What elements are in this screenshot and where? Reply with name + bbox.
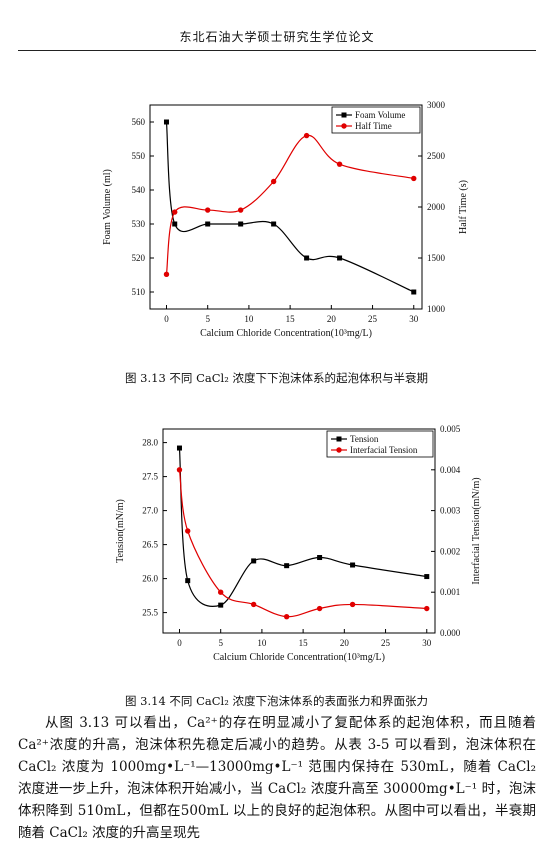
- legend-marker: [341, 123, 347, 129]
- body-paragraph: 从图 3.13 可以看出，Ca²⁺的存在明显减小了复配体系的起泡体积，而且随着 …: [18, 712, 536, 844]
- y-right-tick-label: 2000: [427, 202, 446, 212]
- data-point: [172, 221, 178, 227]
- data-point: [251, 558, 257, 564]
- data-point: [185, 578, 191, 584]
- x-tick-label: 10: [244, 314, 254, 324]
- y-right-tick-label: 3000: [427, 100, 446, 110]
- x-tick-label: 20: [340, 638, 350, 648]
- data-point: [283, 613, 290, 620]
- y-right-tick-label: 0.000: [440, 628, 461, 638]
- y-right-tick-label: 1500: [427, 253, 446, 263]
- legend-label: Foam Volume: [355, 110, 405, 120]
- data-point: [424, 574, 430, 580]
- x-tick-label: 15: [299, 638, 309, 648]
- page-header: 东北石油大学硕士研究生学位论文: [179, 30, 375, 44]
- data-point: [337, 255, 343, 261]
- data-point: [237, 207, 244, 213]
- y-left-tick-label: 27.0: [142, 506, 158, 516]
- y-left-axis-label: Foam Volume (ml): [102, 169, 113, 245]
- y-left-tick-label: 26.5: [142, 540, 158, 550]
- y-right-tick-label: 0.004: [440, 465, 461, 475]
- y-left-tick-label: 510: [132, 287, 146, 297]
- y-right-tick-label: 0.003: [440, 506, 461, 516]
- y-right-tick-label: 0.001: [440, 587, 460, 597]
- y-left-axis-label: Tension(mN/m): [115, 499, 126, 563]
- header-rule: [18, 50, 536, 51]
- y-left-tick-label: 560: [132, 117, 146, 127]
- legend-box: [331, 106, 421, 134]
- figure-caption-3-13: 图 3.13 不同 CaCl₂ 浓度下下泡沫体系的起泡体积与半衰期: [125, 371, 428, 385]
- x-tick-label: 5: [218, 638, 223, 648]
- legend-label: Half Time: [355, 121, 392, 131]
- data-point: [284, 563, 290, 569]
- y-left-tick-label: 530: [132, 219, 146, 229]
- y-right-tick-label: 0.002: [440, 546, 460, 556]
- y-right-tick-label: 1000: [427, 304, 446, 314]
- data-point: [176, 467, 183, 473]
- plot-frame: [162, 428, 436, 634]
- x-tick-label: 25: [368, 314, 378, 324]
- tension-chart: 0 5 10 15 20 25 30 25.5 26.0 26.5 27.0 27.5 28.0 0.00…: [115, 424, 482, 663]
- y-left-tick-label: 520: [132, 253, 146, 263]
- data-point: [336, 161, 343, 167]
- legend-marker: [341, 112, 347, 118]
- data-point: [304, 255, 310, 261]
- y-right-tick-label: 2500: [427, 151, 446, 161]
- data-point: [349, 601, 356, 608]
- x-tick-label: 30: [409, 314, 419, 324]
- data-point: [218, 602, 224, 608]
- x-tick-label: 25: [381, 638, 391, 648]
- data-point: [317, 555, 323, 561]
- legend-marker: [336, 447, 342, 453]
- x-tick-label: 0: [164, 314, 169, 324]
- x-tick-label: 15: [286, 314, 296, 324]
- data-point: [250, 601, 257, 608]
- legend-label: Tension: [350, 434, 379, 444]
- series-line: [178, 448, 427, 607]
- series-line: [165, 134, 414, 275]
- legend-box: [326, 430, 434, 458]
- x-tick-label: 10: [257, 638, 267, 648]
- data-point: [205, 221, 211, 227]
- y-left-tick-label: 25.5: [142, 608, 158, 618]
- data-point: [270, 178, 277, 185]
- x-tick-label: 30: [422, 638, 432, 648]
- data-point: [163, 271, 170, 278]
- y-left-tick-label: 26.0: [142, 574, 158, 584]
- data-point: [185, 528, 191, 534]
- y-left-tick-label: 550: [132, 151, 146, 161]
- legend-label: Interfacial Tension: [350, 445, 418, 455]
- data-point: [238, 221, 244, 227]
- data-point: [350, 562, 356, 568]
- x-tick-label: 20: [327, 314, 337, 324]
- data-point: [411, 175, 417, 182]
- y-right-tick-label: 0.005: [440, 424, 461, 434]
- y-left-tick-label: 27.5: [142, 472, 158, 482]
- y-right-axis-label: Half Time (s): [458, 180, 469, 234]
- data-point: [172, 209, 178, 215]
- data-point: [424, 605, 430, 612]
- legend-marker: [336, 436, 342, 442]
- paragraph-text: 从图 3.13 可以看出，Ca²⁺的存在明显减小了复配体系的起泡体积，而且随着 …: [18, 715, 536, 841]
- data-point: [411, 289, 417, 295]
- data-point: [271, 221, 277, 227]
- data-point: [176, 445, 182, 451]
- data-point: [163, 119, 169, 125]
- y-right-axis-label: Interfacial Tension(mN/m): [471, 477, 482, 584]
- x-tick-label: 0: [177, 638, 182, 648]
- y-left-tick-label: 28.0: [142, 438, 158, 448]
- y-left-tick-label: 540: [132, 185, 146, 195]
- x-tick-label: 5: [205, 314, 210, 324]
- data-point: [303, 132, 310, 139]
- foam-volume-half-time-chart: 0 5 10 15 20 25 305105205305405505601000150020…: [102, 100, 469, 339]
- data-point: [204, 207, 211, 213]
- data-point: [316, 605, 323, 612]
- x-axis-label: Calcium Chloride Concentration(10³mg/L): [213, 652, 385, 663]
- series-line: [165, 121, 415, 293]
- x-axis-label: Calcium Chloride Concentration(10³mg/L): [200, 328, 372, 339]
- figure-caption-3-14: 图 3.14 不同 CaCl₂ 浓度下泡沫体系的表面张力和界面张力: [125, 694, 428, 708]
- series-line: [178, 469, 427, 618]
- data-point: [217, 589, 224, 595]
